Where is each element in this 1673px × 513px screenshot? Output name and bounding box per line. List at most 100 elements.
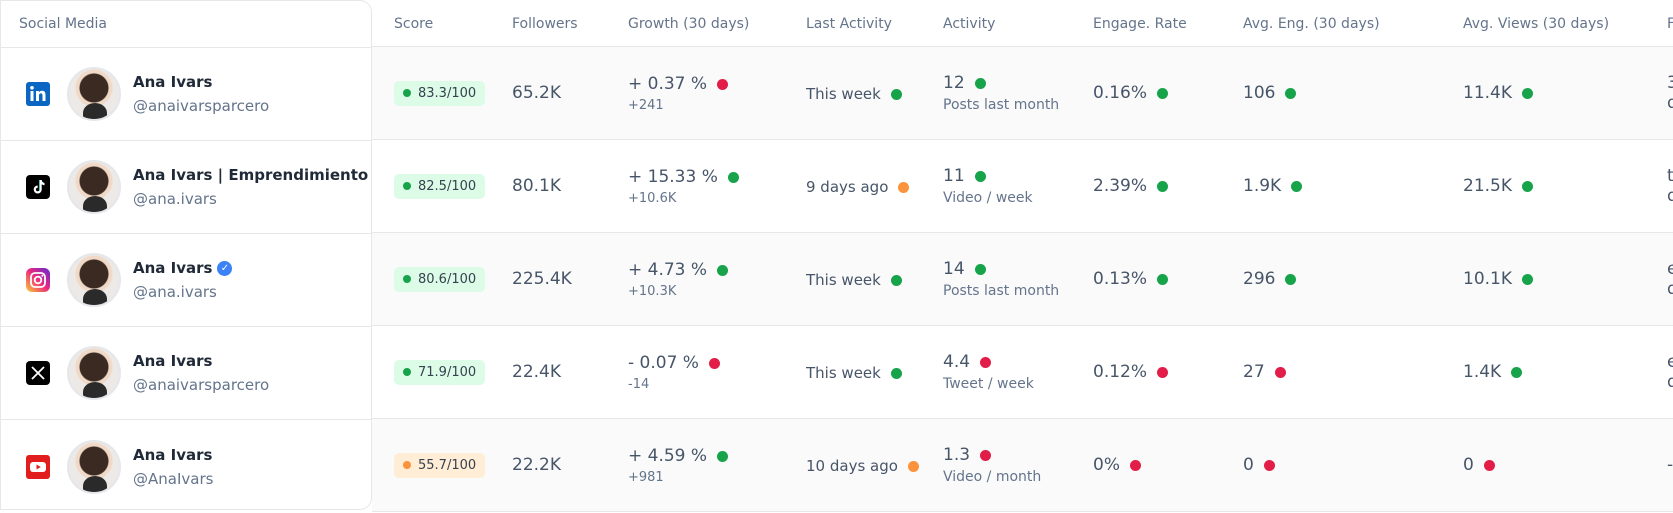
score-badge: 71.9/100 xyxy=(394,359,486,385)
profile-handle: @AnaIvars xyxy=(133,469,214,488)
score-value: 55.7/100 xyxy=(418,457,477,473)
profile-row[interactable]: Ana Ivars @anaivarsparcero xyxy=(1,327,371,420)
profile-row[interactable]: Ana Ivars ✓ @ana.ivars xyxy=(1,234,371,327)
score-value: 83.3/100 xyxy=(418,85,477,101)
profile-row[interactable]: Ana Ivars | Emprendimiento @ana.ivars xyxy=(1,141,371,234)
growth-sub: +981 xyxy=(628,469,664,485)
followers-value: 80.1K xyxy=(512,176,561,196)
activity-status-dot xyxy=(980,357,992,368)
header-avg-views[interactable]: Avg. Views (30 days) xyxy=(1463,15,1610,32)
profile-handle: @anaivarsparcero xyxy=(133,376,270,394)
last-activity-value: 9 days ago xyxy=(806,177,889,196)
growth-value: + 4.73 % xyxy=(628,259,708,280)
activity-status-dot xyxy=(980,450,992,461)
growth-status-dot xyxy=(717,264,729,276)
last-activity-value: This week xyxy=(806,363,881,382)
profile-name[interactable]: Ana Ivars xyxy=(133,73,213,91)
growth-status-dot xyxy=(727,171,739,183)
score-status-dot xyxy=(403,182,411,190)
last-activity-value: This week xyxy=(806,84,881,103)
avg-eng-value: 0 xyxy=(1243,455,1254,475)
score-badge: 83.3/100 xyxy=(394,80,486,106)
header-activity[interactable]: Activity xyxy=(943,15,996,32)
avg-eng-value: 1.9K xyxy=(1243,176,1282,196)
profile-info: Ana Ivars ✓ @ana.ivars xyxy=(133,259,233,301)
extra-bottom: d xyxy=(1667,279,1673,299)
activity-value: 12 xyxy=(943,73,965,93)
header-extra[interactable]: F xyxy=(1667,15,1673,32)
avg-eng-value: 106 xyxy=(1243,83,1276,103)
avg-views-value: 11.4K xyxy=(1463,83,1512,103)
extra-bottom: d xyxy=(1667,93,1673,113)
avatar[interactable] xyxy=(67,346,121,400)
header-last-activity[interactable]: Last Activity xyxy=(806,15,892,32)
profile-name-line: Ana Ivars ✓ xyxy=(133,259,233,277)
avg-views-status-dot xyxy=(1511,367,1523,378)
avatar[interactable] xyxy=(67,439,121,494)
profile-handle: @ana.ivars xyxy=(133,283,217,301)
activity-value: 4.4 xyxy=(943,352,971,372)
growth-sub: -14 xyxy=(628,376,650,392)
extra-top: 3 xyxy=(1667,73,1673,93)
last-activity-status-dot xyxy=(898,181,910,193)
growth-value: + 15.33 % xyxy=(628,166,718,187)
score-badge: 55.7/100 xyxy=(394,452,486,478)
avg-views-status-dot xyxy=(1522,274,1533,285)
engage-rate-value: 0% xyxy=(1093,455,1120,475)
avg-views-status-dot xyxy=(1522,88,1533,99)
profile-info: Ana Ivars | Emprendimiento @ana.ivars xyxy=(133,166,368,208)
instagram-icon xyxy=(25,267,51,293)
growth-sub: +10.3K xyxy=(628,283,677,299)
youtube-icon xyxy=(25,454,51,480)
header-engage-rate[interactable]: Engage. Rate xyxy=(1093,15,1187,32)
last-activity-status-dot xyxy=(890,88,902,100)
profile-info: Ana Ivars @anaivarsparcero xyxy=(133,352,269,394)
profile-name-line: Ana Ivars | Emprendimiento xyxy=(133,166,368,184)
profile-name[interactable]: Ana Ivars xyxy=(133,259,213,277)
header-avg-eng[interactable]: Avg. Eng. (30 days) xyxy=(1243,15,1380,32)
activity-sub: Posts last month xyxy=(943,97,1060,113)
growth-status-dot xyxy=(717,78,729,90)
metrics-row: 55.7/100 22.2K + 4.59 % +981 10 days ago 1.3 V… xyxy=(372,419,1673,512)
profile-info: Ana Ivars @anaivarsparcero xyxy=(133,73,269,115)
profile-name[interactable]: Ana Ivars xyxy=(133,445,213,464)
header-followers[interactable]: Followers xyxy=(512,15,578,32)
extra-top: e xyxy=(1667,352,1673,372)
header-social-media[interactable]: Social Media xyxy=(1,1,371,48)
score-status-dot xyxy=(403,275,411,283)
metrics-area[interactable]: Score Followers Growth (30 days) Last Ac… xyxy=(372,0,1673,512)
profile-name-line: Ana Ivars xyxy=(133,446,213,464)
last-activity-value: 10 days ago xyxy=(806,456,898,475)
avg-eng-status-dot xyxy=(1274,367,1286,378)
extra-bottom: d xyxy=(1667,372,1673,392)
activity-sub: Posts last month xyxy=(943,283,1060,299)
engage-rate-value: 0.13% xyxy=(1093,269,1148,289)
engage-rate-value: 0.16% xyxy=(1093,83,1148,103)
avatar[interactable] xyxy=(67,67,121,121)
last-activity-status-dot xyxy=(907,460,919,472)
profile-row[interactable]: Ana Ivars @AnaIvars xyxy=(1,420,371,513)
header-score[interactable]: Score xyxy=(394,15,434,32)
avg-eng-status-dot xyxy=(1263,460,1275,471)
avg-eng-status-dot xyxy=(1285,88,1297,99)
profile-name-line: Ana Ivars xyxy=(133,352,269,370)
score-status-dot xyxy=(403,368,411,376)
activity-value: 11 xyxy=(943,166,965,186)
metrics-row: 71.9/100 22.4K - 0.07 % -14 This week 4.4 Twee… xyxy=(372,326,1673,419)
growth-status-dot xyxy=(717,450,729,462)
profile-name[interactable]: Ana Ivars xyxy=(133,352,213,370)
header-growth[interactable]: Growth (30 days) xyxy=(628,15,750,32)
profile-row[interactable]: Ana Ivars @anaivarsparcero xyxy=(1,48,371,141)
avg-views-status-dot xyxy=(1483,460,1495,471)
growth-value: + 0.37 % xyxy=(628,73,708,94)
avatar[interactable] xyxy=(67,253,121,307)
activity-value: 14 xyxy=(943,259,965,279)
metrics-row: 80.6/100 225.4K + 4.73 % +10.3K This week 14 P… xyxy=(372,233,1673,326)
score-badge: 82.5/100 xyxy=(394,173,486,199)
followers-value: 65.2K xyxy=(512,83,561,103)
engage-rate-value: 0.12% xyxy=(1093,362,1148,382)
followers-value: 22.4K xyxy=(512,362,561,382)
avatar[interactable] xyxy=(67,160,121,214)
profile-name[interactable]: Ana Ivars | Emprendimiento xyxy=(133,166,369,184)
activity-status-dot xyxy=(974,78,986,89)
